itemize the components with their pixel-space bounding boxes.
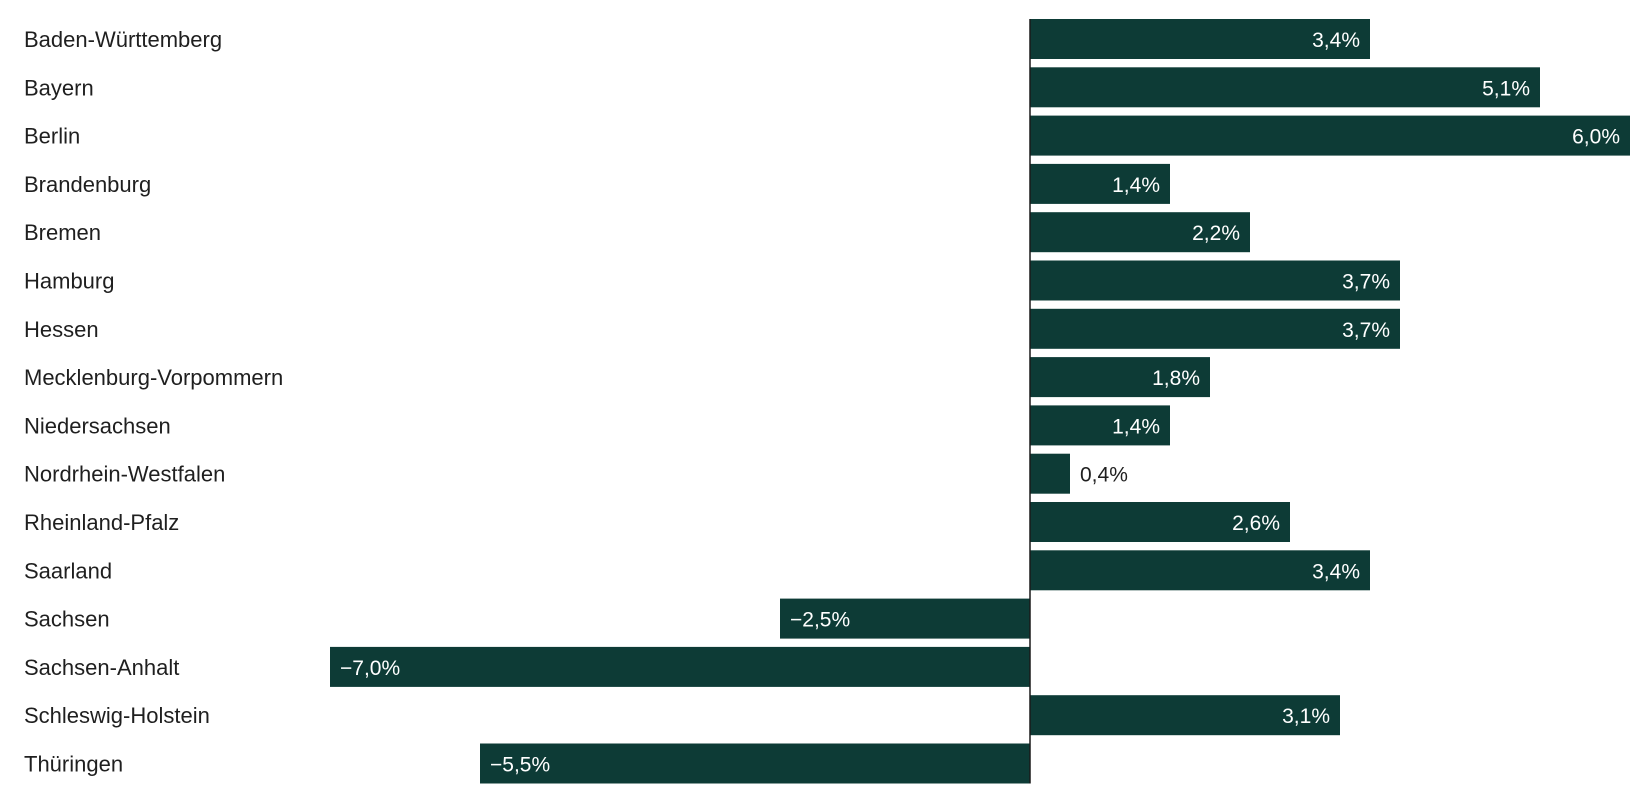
bar xyxy=(1030,695,1340,736)
value-label: 3,4% xyxy=(1312,29,1360,52)
bar xyxy=(480,743,1030,784)
category-label: Brandenburg xyxy=(24,172,151,197)
value-label: 1,8% xyxy=(1152,367,1200,390)
value-label: 5,1% xyxy=(1482,77,1530,100)
bar xyxy=(1030,115,1630,156)
bar xyxy=(330,646,1030,687)
category-labels: Baden-Württemberg Bayern Berlin Brandenburg… xyxy=(24,27,283,777)
value-label: 3,1% xyxy=(1282,705,1330,728)
value-label: 2,2% xyxy=(1192,222,1240,245)
bar xyxy=(1030,502,1290,542)
category-label: Sachsen xyxy=(24,607,110,632)
value-labels: 3,4% 5,1% 6,0% 1,4% 2,2% 3,7% 3,7% 1,8% 1,4% 0,4%… xyxy=(340,29,1620,777)
bar xyxy=(1030,550,1370,591)
category-label: Hessen xyxy=(24,317,99,342)
value-label: −5,5% xyxy=(490,754,550,777)
value-label: 2,6% xyxy=(1232,512,1280,535)
category-label: Rheinland-Pfalz xyxy=(24,510,179,535)
bars-group xyxy=(330,19,1630,784)
bar xyxy=(1030,260,1400,301)
bar xyxy=(1030,357,1210,398)
value-label: 3,4% xyxy=(1312,560,1360,583)
category-label: Schleswig-Holstein xyxy=(24,703,210,728)
category-label: Thüringen xyxy=(24,752,123,777)
category-label: Bayern xyxy=(24,75,94,100)
value-label: −2,5% xyxy=(790,609,850,632)
value-label: 6,0% xyxy=(1572,126,1620,149)
category-label: Mecklenburg-Vorpommern xyxy=(24,365,283,390)
value-label: 3,7% xyxy=(1342,319,1390,342)
category-label: Sachsen-Anhalt xyxy=(24,655,179,680)
bar xyxy=(780,598,1030,639)
bar xyxy=(1030,163,1170,204)
category-label: Niedersachsen xyxy=(24,413,171,438)
value-label: 1,4% xyxy=(1112,415,1160,438)
value-label: 0,4% xyxy=(1080,464,1128,487)
bar xyxy=(1030,405,1170,446)
category-label: Baden-Württemberg xyxy=(24,27,222,52)
bar xyxy=(1030,212,1250,253)
category-label: Berlin xyxy=(24,124,80,149)
category-label: Hamburg xyxy=(24,269,114,294)
category-label: Nordrhein-Westfalen xyxy=(24,462,225,487)
value-label: 1,4% xyxy=(1112,174,1160,197)
value-label: 3,7% xyxy=(1342,271,1390,294)
category-label: Saarland xyxy=(24,558,112,583)
bar xyxy=(1030,19,1370,59)
value-label: −7,0% xyxy=(340,657,400,680)
category-label: Bremen xyxy=(24,220,101,245)
bar xyxy=(1030,308,1400,349)
bar xyxy=(1030,453,1070,494)
bar xyxy=(1030,67,1540,108)
